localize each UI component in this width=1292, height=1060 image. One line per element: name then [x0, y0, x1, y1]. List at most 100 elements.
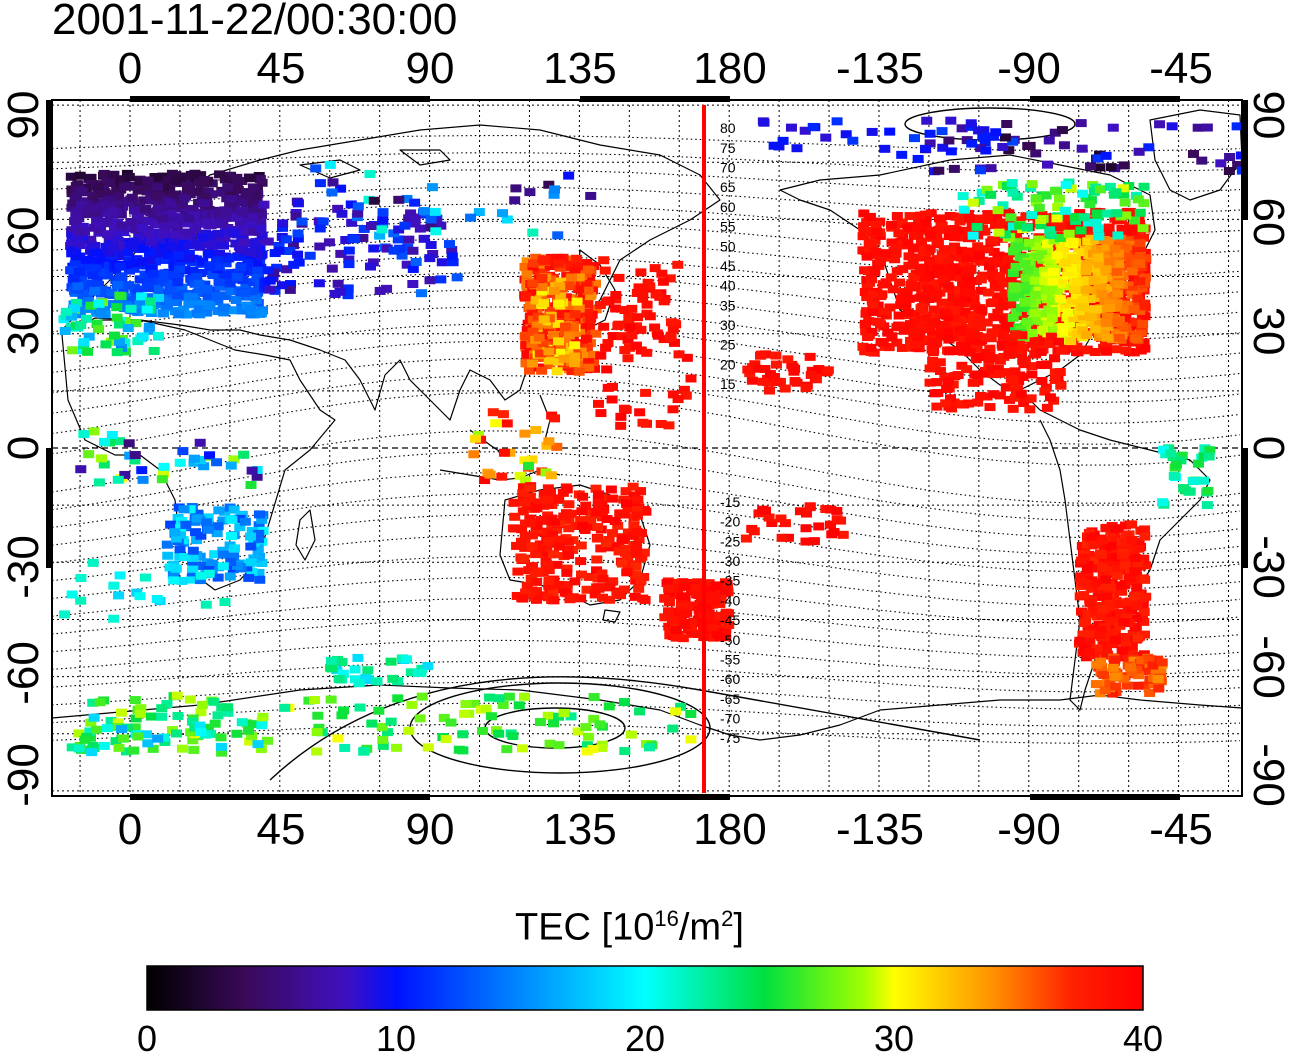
- tec-patch: [235, 245, 247, 254]
- tec-patch: [920, 216, 932, 225]
- lon-tick-top: 0: [117, 44, 143, 93]
- tec-patch: [1139, 532, 1151, 541]
- tec-patch: [1095, 283, 1107, 292]
- tec-patch: [536, 287, 548, 296]
- magnetic-contour: [52, 375, 1241, 445]
- tec-patch: [890, 243, 902, 252]
- tec-patch: [902, 223, 914, 232]
- tec-patch: [942, 281, 954, 290]
- tec-patch: [134, 592, 146, 601]
- tec-patch: [76, 200, 88, 209]
- tec-patch: [584, 292, 596, 301]
- tec-patch: [805, 370, 817, 379]
- tec-patch: [565, 301, 577, 310]
- tec-patch: [749, 360, 761, 369]
- tec-patch: [191, 514, 203, 523]
- tec-patch: [1078, 618, 1090, 627]
- tec-patch: [988, 273, 1000, 282]
- tec-patch: [531, 521, 543, 530]
- tec-patch: [136, 466, 148, 475]
- tec-patch: [863, 239, 875, 248]
- tec-patch: [530, 525, 542, 534]
- tec-patch: [496, 209, 508, 218]
- tec-patch: [603, 702, 615, 711]
- tec-patch: [100, 261, 112, 270]
- tec-patch: [468, 450, 480, 459]
- tec-patch: [561, 564, 573, 573]
- tec-patch: [987, 269, 999, 278]
- tec-patch: [952, 313, 964, 322]
- tec-patch: [1026, 362, 1038, 371]
- tec-patch: [222, 183, 234, 192]
- tec-patch: [748, 527, 760, 536]
- tec-patch: [581, 258, 593, 267]
- tec-patch: [204, 451, 216, 460]
- tec-patch: [1007, 375, 1019, 384]
- tec-patch: [553, 299, 565, 308]
- tec-patch: [205, 221, 217, 230]
- tec-patch: [158, 462, 170, 471]
- tec-patch: [177, 447, 189, 456]
- tec-patch: [217, 188, 229, 197]
- tec-patch: [129, 723, 141, 732]
- tec-patch: [590, 484, 602, 493]
- tec-patch: [132, 285, 144, 294]
- tec-patch: [87, 698, 99, 707]
- tec-patch: [949, 252, 961, 261]
- tec-patch: [381, 284, 393, 293]
- tec-patch: [231, 561, 243, 570]
- tec-patch: [523, 461, 535, 470]
- tec-patch: [520, 341, 532, 350]
- tec-patch: [641, 300, 653, 309]
- tec-patch: [163, 251, 175, 260]
- contour-label: 15: [720, 376, 736, 392]
- tec-patch: [824, 520, 836, 529]
- tec-patch: [541, 543, 553, 552]
- tec-patch: [1066, 223, 1078, 232]
- tec-patch: [202, 513, 214, 522]
- tec-patch: [831, 117, 843, 126]
- tec-patch: [580, 723, 592, 732]
- colorbar-label: TEC [1016/m2]: [515, 906, 744, 949]
- tec-patch: [183, 249, 195, 258]
- tec-patch: [117, 734, 129, 743]
- tec-patch: [1087, 225, 1099, 234]
- tec-patch: [1101, 675, 1113, 684]
- tec-patch: [1122, 236, 1134, 245]
- tec-patch: [91, 216, 103, 225]
- tec-patch: [516, 744, 528, 753]
- tec-patch: [763, 386, 775, 395]
- tec-patch: [1089, 540, 1101, 549]
- tec-patch: [563, 307, 575, 316]
- tec-patch: [204, 261, 216, 270]
- tec-patch: [996, 218, 1008, 227]
- frame-bar: [1242, 100, 1248, 220]
- tec-patch: [1100, 318, 1112, 327]
- tec-patch: [617, 535, 629, 544]
- tec-patch: [240, 227, 252, 236]
- tec-patch: [1132, 634, 1144, 643]
- tec-patch: [542, 561, 554, 570]
- tec-patch: [1126, 642, 1138, 651]
- tec-patch: [936, 127, 948, 136]
- tec-patch: [678, 385, 690, 394]
- tec-patch: [340, 235, 352, 244]
- tec-patch: [1128, 273, 1140, 282]
- tec-patch: [207, 239, 219, 248]
- tec-patch: [418, 207, 430, 216]
- tec-patch: [409, 219, 421, 228]
- tec-patch: [250, 191, 262, 200]
- tec-patch: [122, 296, 134, 305]
- tec-patch: [527, 327, 539, 336]
- tec-patch: [181, 233, 193, 242]
- tec-patch: [285, 280, 297, 289]
- tec-patch: [1010, 308, 1022, 317]
- tec-patch: [1110, 188, 1122, 197]
- tec-patch: [543, 437, 555, 446]
- tec-patch: [296, 217, 308, 226]
- tec-patch: [1033, 286, 1045, 295]
- tec-patch: [445, 718, 457, 727]
- tec-patch: [560, 293, 572, 302]
- tec-patch: [429, 207, 441, 216]
